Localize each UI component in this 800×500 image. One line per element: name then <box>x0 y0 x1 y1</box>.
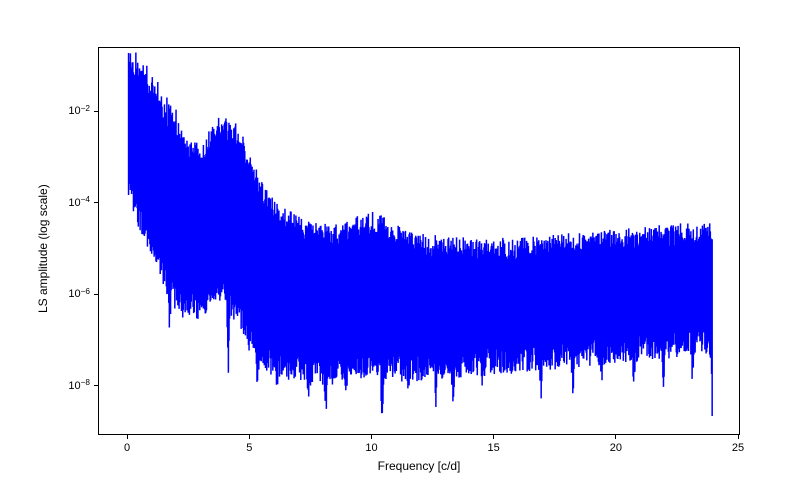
x-tick-label: 20 <box>610 442 622 454</box>
y-axis-label: LS amplitude (log scale) <box>36 184 50 313</box>
y-tick-label: 10−6 <box>54 288 90 300</box>
spectrum-line <box>99 48 741 436</box>
x-tick-label: 25 <box>732 442 744 454</box>
y-tick-label: 10−4 <box>54 197 90 209</box>
x-tick <box>371 435 372 439</box>
x-tick <box>127 435 128 439</box>
x-tick-label: 10 <box>365 442 377 454</box>
x-tick <box>615 435 616 439</box>
x-tick <box>738 435 739 439</box>
x-tick-label: 0 <box>124 442 130 454</box>
x-tick <box>493 435 494 439</box>
plot-axes <box>98 47 740 435</box>
x-tick-label: 5 <box>246 442 252 454</box>
y-tick <box>94 385 98 386</box>
x-tick-label: 15 <box>488 442 500 454</box>
y-tick <box>94 294 98 295</box>
x-tick <box>249 435 250 439</box>
spectrum-path <box>129 52 713 416</box>
x-axis-label: Frequency [c/d] <box>98 459 740 473</box>
figure: LS amplitude (log scale) Frequency [c/d]… <box>0 0 800 500</box>
y-tick <box>94 111 98 112</box>
y-tick-label: 10−2 <box>54 105 90 117</box>
y-tick <box>94 202 98 203</box>
y-tick-label: 10−8 <box>54 380 90 392</box>
